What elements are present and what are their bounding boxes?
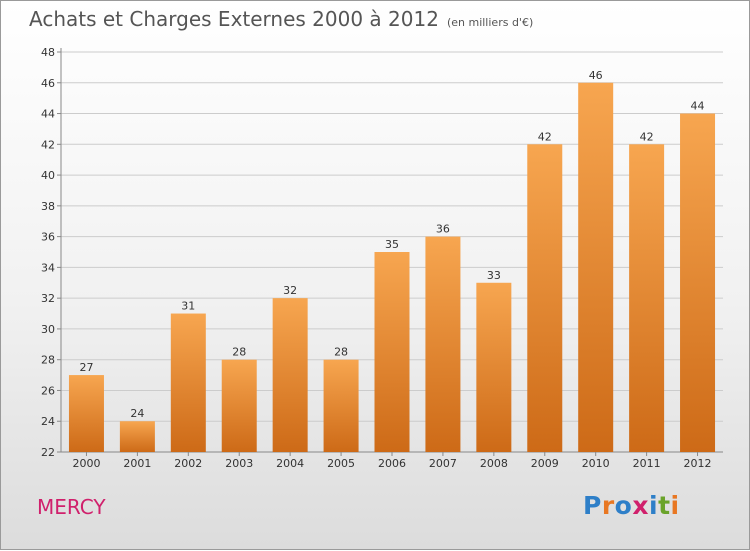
bar (680, 113, 716, 453)
bar (119, 421, 155, 452)
logo-letter: o (614, 491, 633, 520)
y-tick-label: 22 (41, 446, 55, 459)
y-tick-label: 34 (41, 261, 55, 274)
y-tick-label: 30 (41, 323, 55, 336)
x-tick-label: 2002 (174, 457, 202, 470)
bar-value-label: 24 (130, 407, 144, 420)
bar-value-label: 32 (283, 284, 297, 297)
bar (578, 82, 614, 453)
y-tick-label: 48 (41, 46, 55, 59)
bar (170, 313, 206, 452)
bar-value-label: 35 (385, 238, 399, 251)
bar-value-label: 46 (589, 69, 603, 82)
y-tick-label: 28 (41, 354, 55, 367)
bar (374, 252, 410, 452)
y-tick-label: 46 (41, 77, 55, 90)
bar (221, 359, 257, 452)
logo-letter: r (601, 491, 615, 520)
bar-value-label: 36 (436, 223, 450, 236)
y-tick-label: 24 (41, 415, 55, 428)
x-tick-label: 2003 (225, 457, 253, 470)
bar-value-label: 31 (181, 300, 195, 313)
bar-value-label: 28 (334, 346, 348, 359)
x-tick-label: 2011 (633, 457, 661, 470)
proxiti-logo: Proxiti (583, 491, 680, 520)
y-tick-label: 40 (41, 169, 55, 182)
x-tick-label: 2008 (480, 457, 508, 470)
bar (629, 144, 665, 453)
bar-value-label: 42 (538, 130, 552, 143)
y-tick-label: 36 (41, 231, 55, 244)
x-tick-label: 2010 (582, 457, 610, 470)
y-tick-label: 42 (41, 138, 55, 151)
x-tick-label: 2000 (72, 457, 100, 470)
bar (68, 375, 104, 452)
logo-letter: i (649, 491, 659, 520)
chart-title-text: Achats et Charges Externes 2000 à 2012 (29, 7, 439, 31)
bar (323, 359, 359, 452)
logo-letter: t (658, 491, 671, 520)
logo-letter: P (583, 491, 602, 520)
bar-value-label: 44 (691, 100, 705, 113)
bar-value-label: 33 (487, 269, 501, 282)
x-tick-label: 2012 (684, 457, 712, 470)
logo-letter: x (632, 491, 649, 520)
bar-value-label: 42 (640, 130, 654, 143)
x-tick-label: 2004 (276, 457, 304, 470)
bar (425, 236, 461, 452)
x-tick-label: 2007 (429, 457, 457, 470)
chart-title: Achats et Charges Externes 2000 à 2012 (e… (29, 7, 533, 31)
bar (272, 298, 308, 452)
y-tick-label: 32 (41, 292, 55, 305)
bar-value-label: 28 (232, 346, 246, 359)
x-tick-label: 2005 (327, 457, 355, 470)
y-tick-label: 26 (41, 384, 55, 397)
bar (476, 282, 512, 452)
bar (527, 144, 563, 453)
x-tick-label: 2006 (378, 457, 406, 470)
bar-value-label: 27 (79, 361, 93, 374)
y-tick-label: 38 (41, 200, 55, 213)
commune-name: MERCY (37, 495, 106, 519)
x-tick-label: 2001 (123, 457, 151, 470)
chart-subtitle: (en milliers d'€) (446, 16, 534, 29)
x-tick-label: 2009 (531, 457, 559, 470)
y-tick-label: 44 (41, 108, 55, 121)
logo-letter: i (670, 491, 680, 520)
